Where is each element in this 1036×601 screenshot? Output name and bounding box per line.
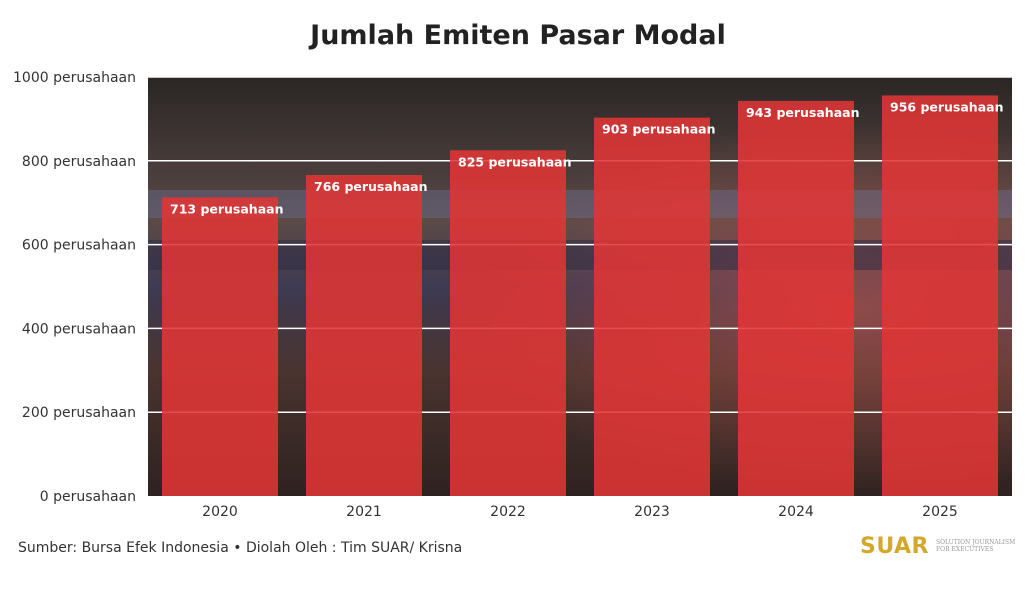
logo-wordmark: SUAR <box>860 534 929 559</box>
data-label: 766 perusahaan <box>314 179 427 194</box>
y-tick-label: 400 perusahaan <box>22 321 136 337</box>
data-label: 943 perusahaan <box>746 105 859 120</box>
y-tick-label: 600 perusahaan <box>22 238 136 254</box>
chart-background-photo <box>148 77 1012 496</box>
suar-logo: SUAR SOLUTION JOURNALISM FOR EXECUTIVES <box>860 534 1015 562</box>
chart-title: Jumlah Emiten Pasar Modal <box>310 20 726 51</box>
y-tick-label: 1000 perusahaan <box>13 70 136 86</box>
data-label: 956 perusahaan <box>890 99 1003 114</box>
bar-2023 <box>594 117 710 496</box>
logo-tagline: SOLUTION JOURNALISM FOR EXECUTIVES <box>936 539 1016 553</box>
x-tick-label: 2023 <box>634 504 670 520</box>
bar-2022 <box>450 150 566 496</box>
source-note: Sumber: Bursa Efek Indonesia • Diolah Ol… <box>18 540 463 556</box>
y-tick-label: 200 perusahaan <box>22 405 136 421</box>
x-tick-label: 2020 <box>202 504 238 520</box>
x-tick-label: 2024 <box>778 504 814 520</box>
x-tick-label: 2022 <box>490 504 526 520</box>
bar-2024 <box>738 100 854 497</box>
y-tick-label: 800 perusahaan <box>22 154 136 170</box>
bar-2020 <box>162 197 278 497</box>
data-label: 825 perusahaan <box>458 154 571 169</box>
bar-2025 <box>882 95 998 496</box>
y-tick-label: 0 perusahaan <box>40 489 136 505</box>
x-tick-label: 2021 <box>346 504 382 520</box>
data-label: 903 perusahaan <box>602 122 715 137</box>
x-tick-label: 2025 <box>922 504 958 520</box>
bar-2021 <box>306 175 422 496</box>
data-label: 713 perusahaan <box>170 201 283 216</box>
